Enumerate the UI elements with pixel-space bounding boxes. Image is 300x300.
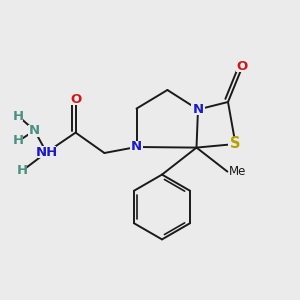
FancyBboxPatch shape bbox=[14, 136, 23, 146]
FancyBboxPatch shape bbox=[236, 61, 249, 72]
FancyBboxPatch shape bbox=[228, 138, 243, 150]
Text: O: O bbox=[237, 60, 248, 73]
FancyBboxPatch shape bbox=[130, 141, 143, 153]
Text: NH: NH bbox=[35, 146, 58, 159]
Text: N: N bbox=[192, 103, 204, 116]
Text: H: H bbox=[13, 110, 24, 123]
FancyBboxPatch shape bbox=[38, 146, 56, 158]
Text: S: S bbox=[230, 136, 241, 152]
Text: N: N bbox=[131, 140, 142, 154]
FancyBboxPatch shape bbox=[14, 112, 23, 121]
Text: Me: Me bbox=[229, 165, 246, 178]
Text: H: H bbox=[16, 164, 28, 178]
Text: H: H bbox=[13, 134, 24, 148]
Text: O: O bbox=[70, 93, 81, 106]
FancyBboxPatch shape bbox=[69, 94, 82, 105]
FancyBboxPatch shape bbox=[28, 124, 41, 136]
FancyBboxPatch shape bbox=[17, 166, 26, 176]
Text: N: N bbox=[29, 124, 40, 137]
FancyBboxPatch shape bbox=[191, 104, 205, 115]
